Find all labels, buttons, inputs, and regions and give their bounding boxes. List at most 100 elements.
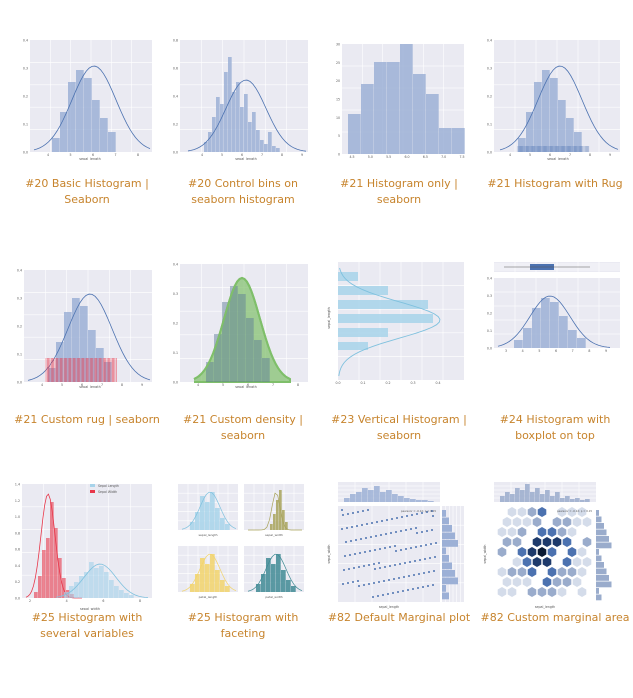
histogram-bar	[248, 122, 252, 152]
chart-caption-link[interactable]: #23 Vertical Histogram | seaborn	[331, 413, 467, 442]
chart-thumbnail[interactable]: 0.0 0.2 0.4 0.6 0.8 4 5 6 7 8 9 sepal_length	[168, 30, 318, 160]
chart-thumbnail[interactable]: Sepal Length Sepal Width 0.0 0.2 0.4 0.6 0.8 1.…	[12, 480, 162, 610]
chart-caption-link[interactable]: #21 Custom density | seaborn	[183, 413, 303, 442]
scatter-point	[379, 548, 381, 550]
histogram-bar	[386, 490, 392, 502]
scatter-point	[419, 559, 421, 561]
chart-thumbnail[interactable]: 0.0 0.1 0.2 0.3 0.4 3 4 5 6 7 8 9	[480, 258, 630, 388]
histogram-bar	[596, 581, 612, 588]
tick-label: 4	[509, 153, 511, 157]
histogram-bar	[596, 594, 602, 601]
tick-label: 0.4	[173, 95, 178, 99]
histogram-bar	[520, 490, 525, 502]
scatter-point	[420, 545, 422, 547]
hex-bin	[547, 547, 557, 557]
chart-thumbnail[interactable]: 0.0 0.1 0.2 0.3 0.4 4 5 6 7 8 sepal_length	[12, 30, 162, 160]
chart-thumbnail[interactable]: 0.0 0.1 0.2 0.3 0.4 4 5 6 7 8 9 sepal_length	[12, 258, 162, 388]
histogram-bar	[439, 128, 452, 154]
scatter-point	[393, 578, 395, 580]
tick-label: 0.0	[173, 151, 178, 155]
histogram-bar	[220, 104, 224, 152]
scatter-point	[354, 553, 356, 555]
histogram-bar	[525, 484, 530, 502]
histogram-bar	[225, 524, 230, 530]
chart-svg: 0.0 0.2 0.4 0.6 0.8 4 5 6 7 8 9 sepal_length	[173, 39, 308, 160]
chart-caption-link[interactable]: #25 Histogram with faceting	[187, 611, 299, 640]
histogram-bar	[214, 334, 222, 382]
hex-bin	[567, 527, 577, 537]
chart-caption-link[interactable]: #21 Custom rug | seaborn	[14, 413, 160, 426]
histogram-bar	[204, 142, 208, 152]
tick-label: 7	[114, 153, 116, 157]
axis-label: sepal_length	[79, 385, 101, 388]
scatter-point	[432, 515, 434, 517]
chart-caption-link[interactable]: #20 Control bins on seaborn histogram	[188, 177, 298, 206]
histogram-bar	[422, 500, 428, 502]
hex-bin	[522, 517, 532, 527]
chart-caption-link[interactable]: #25 Histogram with several variables	[31, 611, 143, 640]
chart-thumbnail[interactable]: 0 5 10 15 20 25 30 4.5 5.0 5.5 6.0 6.5 7.0 7.5	[324, 30, 474, 160]
tick-label: 30	[336, 43, 340, 47]
scatter-point	[416, 513, 418, 515]
scatter-point	[413, 574, 415, 576]
histogram-bar	[565, 496, 570, 502]
density-curve	[247, 553, 303, 592]
hex-bin	[502, 537, 512, 547]
histogram-bar	[266, 558, 271, 592]
chart-caption-link[interactable]: #82 Custom marginal area	[480, 611, 630, 624]
tick-label: 0.1	[23, 123, 28, 127]
hex-bin	[552, 537, 562, 547]
histogram-bar	[515, 488, 520, 502]
chart-thumbnail[interactable]: 0.0 0.1 0.2 0.3 0.4 4 5 6 7 8 9 sepal_length	[480, 30, 630, 160]
hex-bin	[582, 537, 592, 547]
histogram-bar	[34, 592, 38, 598]
chart-thumbnail[interactable]: sepal_length sepal_width petal_length petal…	[168, 480, 318, 610]
chart-caption-link[interactable]: #21 Histogram only | seaborn	[340, 177, 458, 206]
hex-bin	[502, 517, 512, 527]
histogram-bar	[215, 570, 220, 592]
chart-thumbnail[interactable]: 0.0 0.1 0.2 0.3 0.4 sepal_length	[324, 258, 474, 388]
histogram-bar	[596, 529, 607, 536]
chart-thumbnail[interactable]: pearsonr = -0.12; p = 0.15 sepal_length se…	[324, 480, 474, 610]
histogram-bar	[442, 585, 446, 592]
scatter-point	[376, 521, 378, 523]
histogram-bar	[526, 112, 534, 152]
scatter-point	[405, 548, 407, 550]
histogram-bar	[505, 492, 510, 502]
chart-caption-link[interactable]: #24 Histogram with boxplot on top	[499, 413, 611, 442]
hex-bin	[512, 577, 522, 587]
scatter-point	[415, 527, 417, 529]
histogram-bar	[338, 328, 388, 337]
histogram-bar	[272, 146, 276, 152]
scatter-point	[433, 570, 435, 572]
scatter-point	[352, 512, 354, 514]
hex-bin	[517, 567, 527, 577]
histogram-bar	[362, 488, 368, 502]
chart-thumbnail[interactable]: pearsonr = -0.12; p = 0.15 sepal_length se…	[480, 480, 630, 610]
histogram-bar	[534, 82, 542, 152]
histogram-bar	[368, 490, 374, 502]
chart-caption-link[interactable]: #82 Default Marginal plot	[327, 611, 471, 624]
scatter-point	[408, 575, 410, 577]
hex-bin	[527, 587, 537, 597]
tick-label: 4	[66, 599, 68, 603]
scatter-point	[391, 518, 393, 520]
histogram-bar	[129, 595, 134, 598]
histogram-bar	[518, 138, 526, 152]
histogram-bar	[392, 494, 398, 502]
histogram-bar	[596, 510, 599, 516]
tick-label: 0.2	[17, 325, 22, 329]
tick-label: 0.1	[487, 123, 492, 127]
scatter-point	[427, 585, 429, 587]
tick-label: 0.1	[360, 381, 365, 385]
tick-label: 6	[247, 383, 249, 387]
chart-caption-link[interactable]: #20 Basic Histogram | Seaborn	[25, 177, 149, 206]
histogram-bar	[38, 576, 42, 598]
chart-caption-link[interactable]: #21 Histogram with Rug	[487, 177, 623, 190]
histogram-bar	[380, 492, 386, 502]
histogram-bar	[442, 525, 452, 532]
scatter-point	[368, 564, 370, 566]
scatter-point	[434, 556, 436, 558]
tick-label: 4	[41, 383, 43, 387]
chart-thumbnail[interactable]: 0.0 0.1 0.2 0.3 0.4 4 5 6 7 8 sepal_length	[168, 258, 318, 388]
